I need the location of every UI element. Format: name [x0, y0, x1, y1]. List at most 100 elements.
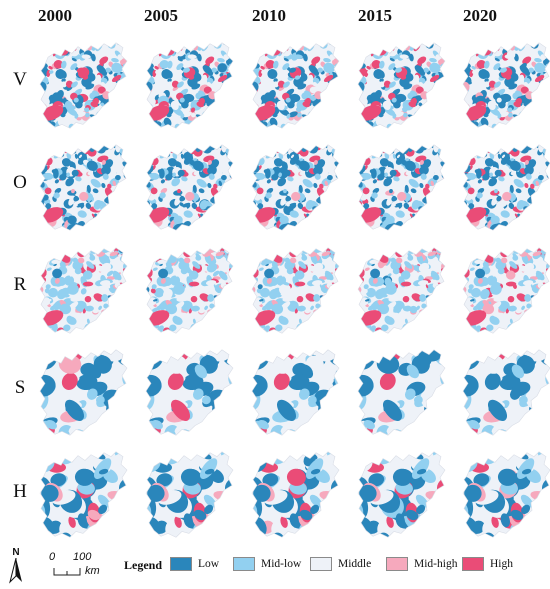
- map-patch: [352, 82, 356, 88]
- map-patch: [353, 345, 370, 358]
- map-patch: [250, 123, 263, 134]
- map-patch: [338, 52, 344, 58]
- map-patch: [432, 499, 452, 525]
- map-patch: [123, 201, 128, 206]
- map-patch: [144, 123, 157, 134]
- map-patch: [219, 409, 233, 422]
- map-svg: [457, 345, 550, 441]
- map-patch: [537, 111, 546, 119]
- map-patch: [326, 117, 338, 128]
- map-patch: [201, 38, 208, 44]
- map-patch: [225, 226, 232, 233]
- map-patch: [337, 84, 344, 92]
- map-patch: [235, 252, 240, 260]
- map-patch: [246, 174, 252, 180]
- map-patch: [401, 229, 414, 236]
- map-patch: [436, 523, 452, 543]
- map-patch: [449, 227, 452, 233]
- map-patch: [438, 329, 450, 339]
- map-patch: [498, 39, 505, 47]
- map-patch: [261, 141, 267, 146]
- map-patch: [457, 276, 464, 284]
- map-patch: [444, 296, 452, 307]
- map-patch: [435, 140, 445, 145]
- map-patch: [235, 109, 240, 118]
- map-patch: [333, 79, 340, 85]
- map-patch: [530, 142, 536, 147]
- map-patch: [228, 221, 237, 229]
- map-patch: [34, 80, 40, 84]
- map-patch: [140, 173, 145, 181]
- map-patch: [214, 315, 220, 320]
- map-patch: [259, 46, 267, 54]
- map-patch: [82, 328, 89, 338]
- map-patch: [324, 96, 332, 105]
- map-patch: [528, 311, 543, 325]
- map-patch: [124, 44, 127, 48]
- map-patch: [513, 233, 521, 236]
- map-patch: [224, 38, 230, 42]
- map-patch: [232, 246, 238, 252]
- map-patch: [444, 212, 452, 223]
- map-patch: [235, 278, 240, 285]
- map-patch: [420, 208, 428, 215]
- map-patch: [246, 153, 255, 166]
- map-patch: [161, 230, 170, 236]
- map-patch: [447, 109, 452, 118]
- map-patch: [339, 270, 345, 276]
- map-patch: [165, 345, 173, 355]
- map-patch: [332, 329, 344, 339]
- map-patch: [340, 150, 346, 158]
- map-panel-s-2010: [246, 345, 346, 441]
- map-patch: [537, 117, 549, 128]
- map-patch: [86, 140, 91, 144]
- map-patch: [446, 270, 451, 276]
- map-patch: [221, 243, 229, 248]
- map-patch: [439, 120, 450, 131]
- map-patch: [47, 46, 55, 54]
- map-patch: [34, 247, 36, 255]
- map-patch: [397, 229, 411, 236]
- map-patch: [127, 74, 134, 83]
- map-patch: [457, 43, 470, 57]
- map-patch: [355, 243, 366, 255]
- map-patch: [274, 335, 280, 339]
- map-patch: [91, 329, 107, 339]
- map-patch: [352, 80, 360, 92]
- map-svg: [457, 140, 550, 236]
- map-patch: [300, 126, 305, 131]
- map-patch: [318, 218, 326, 230]
- map-patch: [221, 218, 231, 228]
- map-patch: [434, 322, 446, 333]
- map-patch: [330, 447, 340, 454]
- map-patch: [435, 83, 443, 89]
- map-patch: [224, 447, 234, 454]
- map-patch: [225, 97, 235, 106]
- map-patch: [293, 249, 299, 255]
- map-patch: [331, 289, 338, 297]
- map-patch: [391, 243, 401, 252]
- map-patch: [220, 208, 228, 215]
- map-patch: [444, 208, 452, 220]
- map-patch: [126, 246, 132, 252]
- map-patch: [522, 334, 526, 339]
- map-patch: [517, 128, 527, 134]
- map-patch: [336, 83, 345, 90]
- map-patch: [414, 316, 427, 329]
- map-patch: [250, 231, 259, 236]
- map-patch: [457, 141, 460, 146]
- map-patch: [342, 204, 346, 214]
- map-patch: [468, 243, 474, 247]
- row-label-s: S: [9, 377, 31, 399]
- map-patch: [546, 229, 550, 236]
- map-patch: [423, 38, 432, 44]
- map-patch: [208, 218, 214, 224]
- map-patch: [153, 46, 161, 54]
- map-patch: [333, 123, 340, 130]
- map-patch: [140, 114, 144, 118]
- map-patch: [131, 227, 134, 233]
- map-patch: [152, 124, 158, 129]
- map-patch: [393, 41, 399, 47]
- map-patch: [50, 447, 73, 461]
- map-patch: [441, 229, 448, 236]
